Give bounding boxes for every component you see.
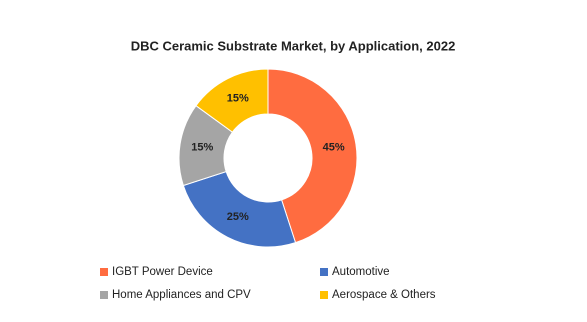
legend-swatch [320,268,328,276]
data-label: 15% [191,142,213,154]
data-label: 45% [323,142,345,154]
data-label: 25% [227,211,249,223]
chart-title: DBC Ceramic Substrate Market, by Applica… [131,38,456,53]
legend-label: Aerospace & Others [332,289,436,301]
legend-swatch [100,291,108,299]
donut-slice [182,170,297,248]
donut-slice [195,68,269,133]
legend-label: Automotive [332,266,390,278]
donut-slice [267,68,358,244]
legend-label: Home Appliances and CPV [112,289,251,301]
legend-label: IGBT Power Device [112,266,213,278]
legend-swatch [320,291,328,299]
legend-swatch [100,268,108,276]
data-label: 15% [227,93,249,105]
